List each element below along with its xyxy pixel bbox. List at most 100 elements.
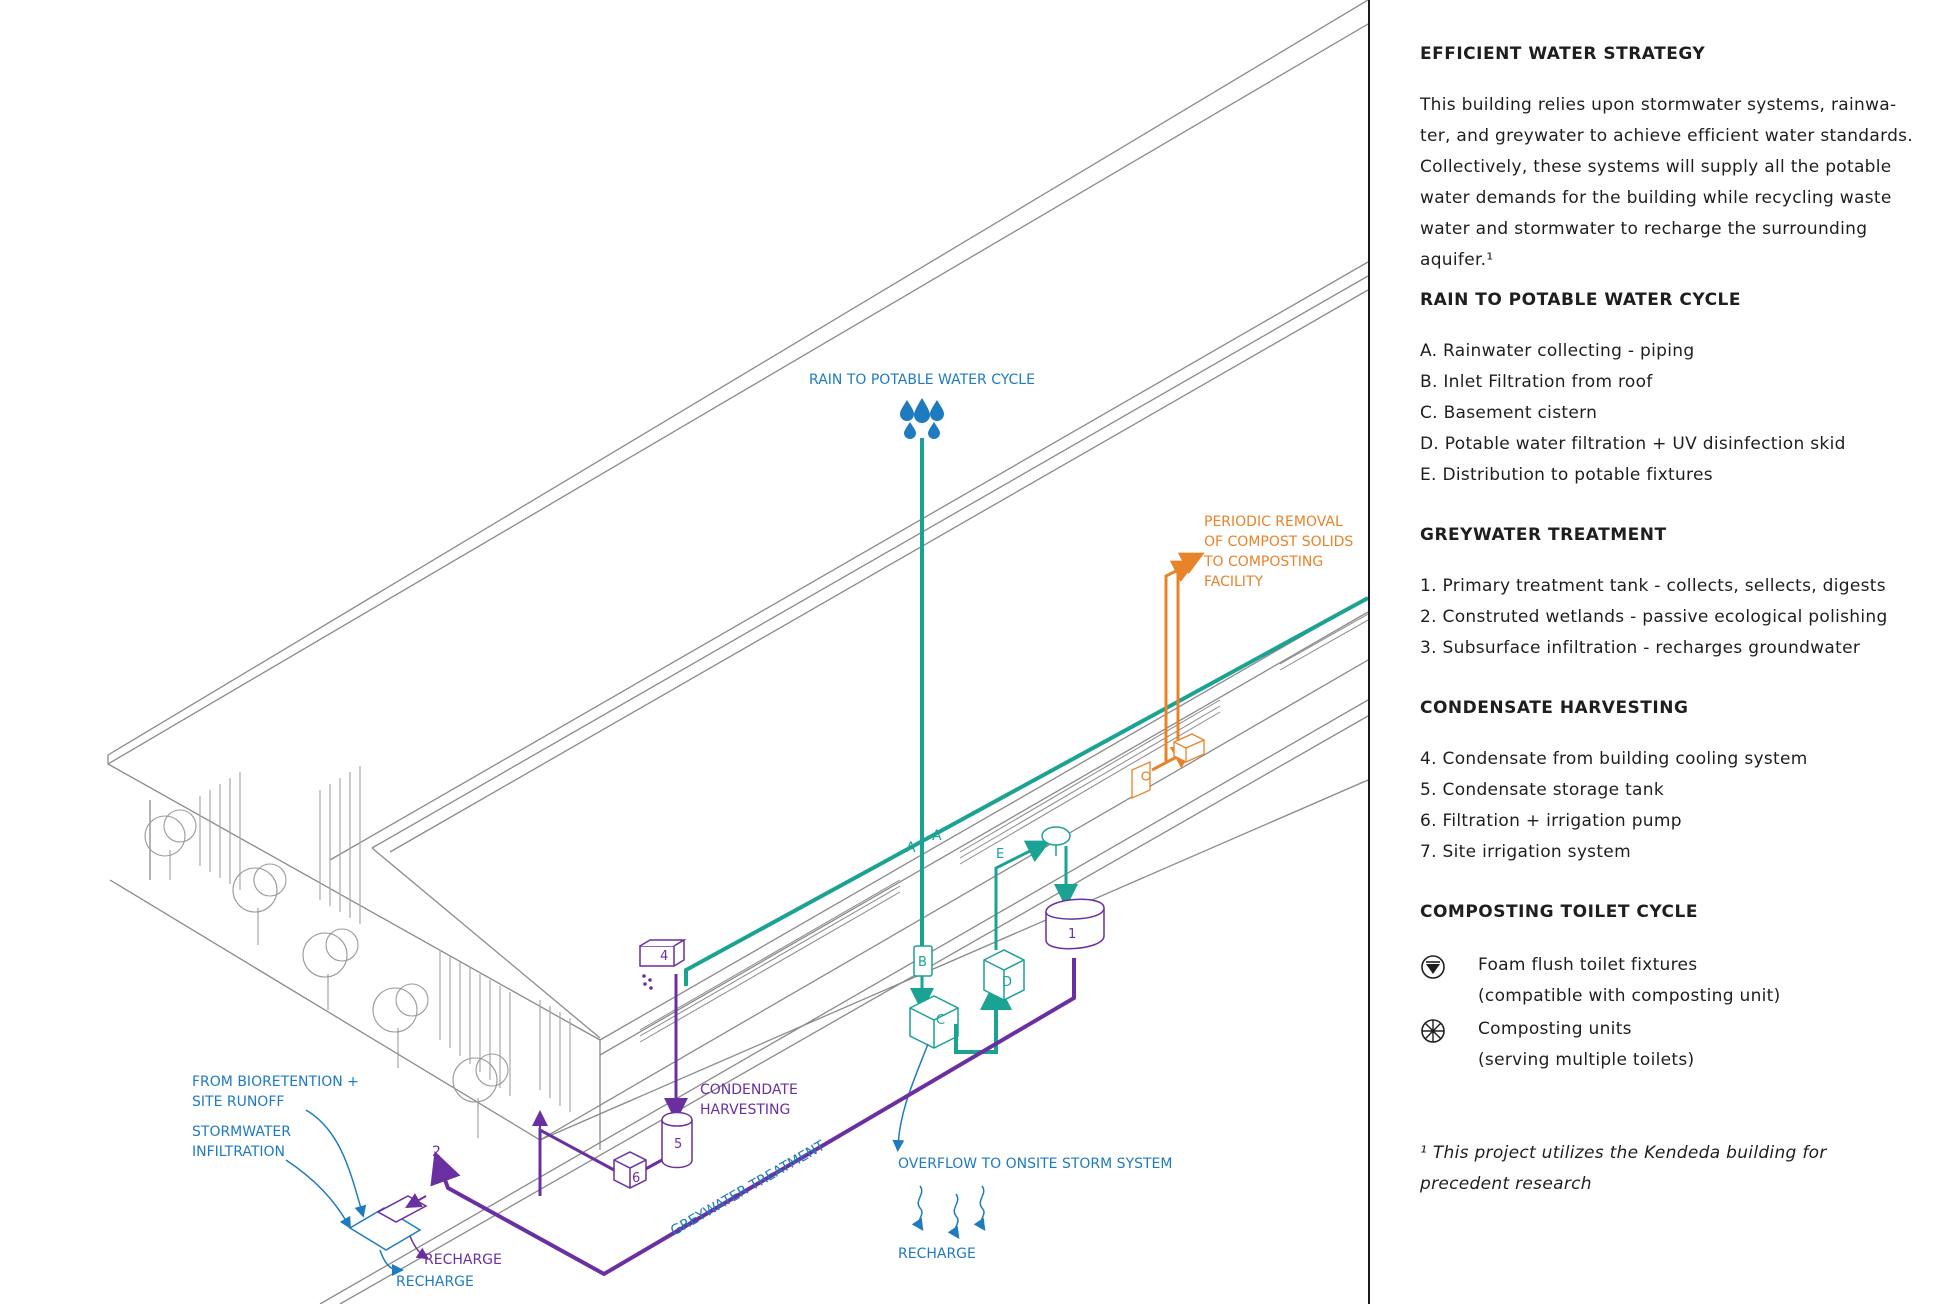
- list-item: E. Distribution to potable fixtures: [1420, 465, 1713, 485]
- tree: [232, 863, 287, 945]
- tag-c: C: [936, 1013, 945, 1028]
- tag-d: D: [1002, 975, 1012, 990]
- legend-item: Foam flush toilet fixtures (compatible w…: [1420, 950, 1920, 1012]
- rain-collection-pipe: [684, 596, 1368, 986]
- composting-heading: COMPOSTING TOILET CYCLE: [1420, 902, 1698, 922]
- legend-line: (compatible with composting unit): [1478, 986, 1781, 1006]
- tree: [144, 809, 197, 880]
- stormwater-note: STORMWATER INFILTRATION: [192, 1124, 295, 1160]
- legend-line: (serving multiple toilets): [1478, 1050, 1695, 1070]
- rain-list: A. Rainwater collecting - piping B. Inle…: [1420, 336, 1920, 491]
- tag-5: 5: [674, 1137, 682, 1152]
- pump-supply-pipe: [538, 1127, 615, 1196]
- legend-text: Composting units (serving multiple toile…: [1478, 1014, 1694, 1076]
- drip-dots-icon: [642, 974, 653, 990]
- condensate-heading: CONDENSATE HARVESTING: [1420, 698, 1689, 718]
- condensate-unit-4: [639, 939, 687, 967]
- bioretention-note: FROM BIORETENTION + SITE RUNOFF: [192, 1074, 363, 1110]
- recharge-arrow-blue: [379, 1249, 404, 1276]
- overflow-pipe: [892, 1043, 929, 1152]
- legend-line: Foam flush toilet fixtures: [1478, 955, 1698, 975]
- footnote: ¹ This project utilizes the Kendeda buil…: [1420, 1138, 1920, 1200]
- tree: [302, 928, 359, 1010]
- tree: [372, 983, 429, 1068]
- intro-line: This building relies upon stormwater sys…: [1420, 95, 1897, 115]
- condensate-note: CONDENDATE HARVESTING: [700, 1082, 802, 1118]
- building-fins: [199, 766, 571, 1112]
- wetland-inflow-arrow: [405, 1193, 427, 1208]
- greywater-heading: GREYWATER TREATMENT: [1420, 525, 1667, 545]
- list-item: 1. Primary treatment tank - collects, se…: [1420, 576, 1886, 596]
- recharge-label-blue: RECHARGE: [396, 1274, 474, 1290]
- list-item: A. Rainwater collecting - piping: [1420, 341, 1695, 361]
- composting-unit: [1173, 733, 1205, 763]
- list-item: B. Inlet Filtration from roof: [1420, 372, 1653, 392]
- tag-a-1: A: [906, 840, 916, 856]
- list-item: 3. Subsurface infiltration - recharges g…: [1420, 638, 1861, 658]
- fixture-e: [1041, 826, 1071, 856]
- list-item: 2. Construted wetlands - passive ecologi…: [1420, 607, 1888, 627]
- list-item: 6. Filtration + irrigation pump: [1420, 811, 1682, 831]
- list-item: 5. Condensate storage tank: [1420, 780, 1664, 800]
- intro-line: aquifer.¹: [1420, 250, 1494, 270]
- toilet-fixture: [1131, 760, 1151, 800]
- intro-line: water demands for the building while rec…: [1420, 188, 1892, 208]
- water-systems-diagram: RAIN TO POTABLE WATER CYCLE A A B C D E: [107, 0, 1368, 1304]
- tag-e: E: [996, 847, 1004, 862]
- compost-removal-pipe-1: [1164, 560, 1197, 762]
- raindrops-icon: [900, 398, 944, 439]
- recharge-label-center: RECHARGE: [898, 1246, 976, 1262]
- legend-text: Foam flush toilet fixtures (compatible w…: [1478, 950, 1781, 1012]
- strategy-panel: EFFICIENT WATER STRATEGY This building r…: [1420, 44, 1920, 1200]
- intro-paragraph: This building relies upon stormwater sys…: [1420, 90, 1920, 276]
- tag-2: 2: [432, 1144, 441, 1160]
- recharge-arrow-purple: [409, 1235, 429, 1260]
- tag-6: 6: [632, 1171, 640, 1186]
- trees: [144, 809, 509, 1138]
- intro-line: ter, and greywater to achieve efficient …: [1420, 126, 1914, 146]
- tree: [452, 1053, 509, 1138]
- infiltration-squiggles-icon: [911, 1185, 986, 1239]
- legend-line: Composting units: [1478, 1019, 1632, 1039]
- runoff-arrow: [305, 1109, 367, 1218]
- composting-legend: Foam flush toilet fixtures (compatible w…: [1420, 950, 1920, 1076]
- rain-cycle: RAIN TO POTABLE WATER CYCLE A A B C D E: [684, 372, 1368, 1262]
- overflow-note: OVERFLOW TO ONSITE STORM SYSTEM: [898, 1156, 1172, 1172]
- rain-cycle-title: RAIN TO POTABLE WATER CYCLE: [809, 372, 1035, 388]
- composting-unit-icon: [1420, 1014, 1478, 1048]
- panel-divider: [1368, 0, 1370, 1304]
- tag-1: 1: [1068, 927, 1076, 942]
- condensate-list: 4. Condensate from building cooling syst…: [1420, 744, 1920, 868]
- greywater-list: 1. Primary treatment tank - collects, se…: [1420, 571, 1920, 664]
- intro-line: Collectively, these systems will supply …: [1420, 157, 1892, 177]
- d-to-e-pipe: [994, 840, 1051, 950]
- tag-a-2: A: [932, 828, 942, 844]
- tag-4: 4: [660, 949, 668, 964]
- tag-b: B: [918, 955, 927, 970]
- filtration-skid-d: [983, 949, 1025, 1001]
- foam-flush-toilet-icon: [1420, 950, 1478, 984]
- primary-tank-1: [1045, 898, 1105, 950]
- intro-line: water and stormwater to recharge the sur…: [1420, 219, 1868, 239]
- footnote-line: precedent research: [1420, 1174, 1592, 1194]
- condensate-cycle: 4 5 CONDENDATE HARVESTING 6: [532, 939, 802, 1196]
- panel-title: EFFICIENT WATER STRATEGY: [1420, 44, 1706, 64]
- bioretention-basin: [348, 1207, 422, 1251]
- list-item: 7. Site irrigation system: [1420, 842, 1631, 862]
- list-item: C. Basement cistern: [1420, 403, 1598, 423]
- irrigation-pump-6: [613, 1151, 647, 1189]
- cistern-c: [909, 995, 959, 1049]
- infiltration-arrow: [285, 1159, 352, 1230]
- list-item: 4. Condensate from building cooling syst…: [1420, 749, 1808, 769]
- footnote-line: ¹ This project utilizes the Kendeda buil…: [1420, 1143, 1827, 1163]
- legend-item: Composting units (serving multiple toile…: [1420, 1014, 1920, 1076]
- composting-cycle: PERIODIC REMOVAL OF COMPOST SOLIDS TO CO…: [1131, 514, 1358, 800]
- building-outline: [107, 0, 1368, 1304]
- greywater-main-pipe: [430, 958, 1076, 1277]
- stormwater-cycle: FROM BIORETENTION + SITE RUNOFF STORMWAT…: [192, 1074, 502, 1290]
- storage-tank-5: [661, 1111, 693, 1169]
- c-to-d-pipe: [954, 978, 1012, 1054]
- recharge-label-purple: RECHARGE: [424, 1252, 502, 1268]
- compost-note: PERIODIC REMOVAL OF COMPOST SOLIDS TO CO…: [1203, 514, 1358, 590]
- compost-removal-pipe-2: [1176, 552, 1205, 756]
